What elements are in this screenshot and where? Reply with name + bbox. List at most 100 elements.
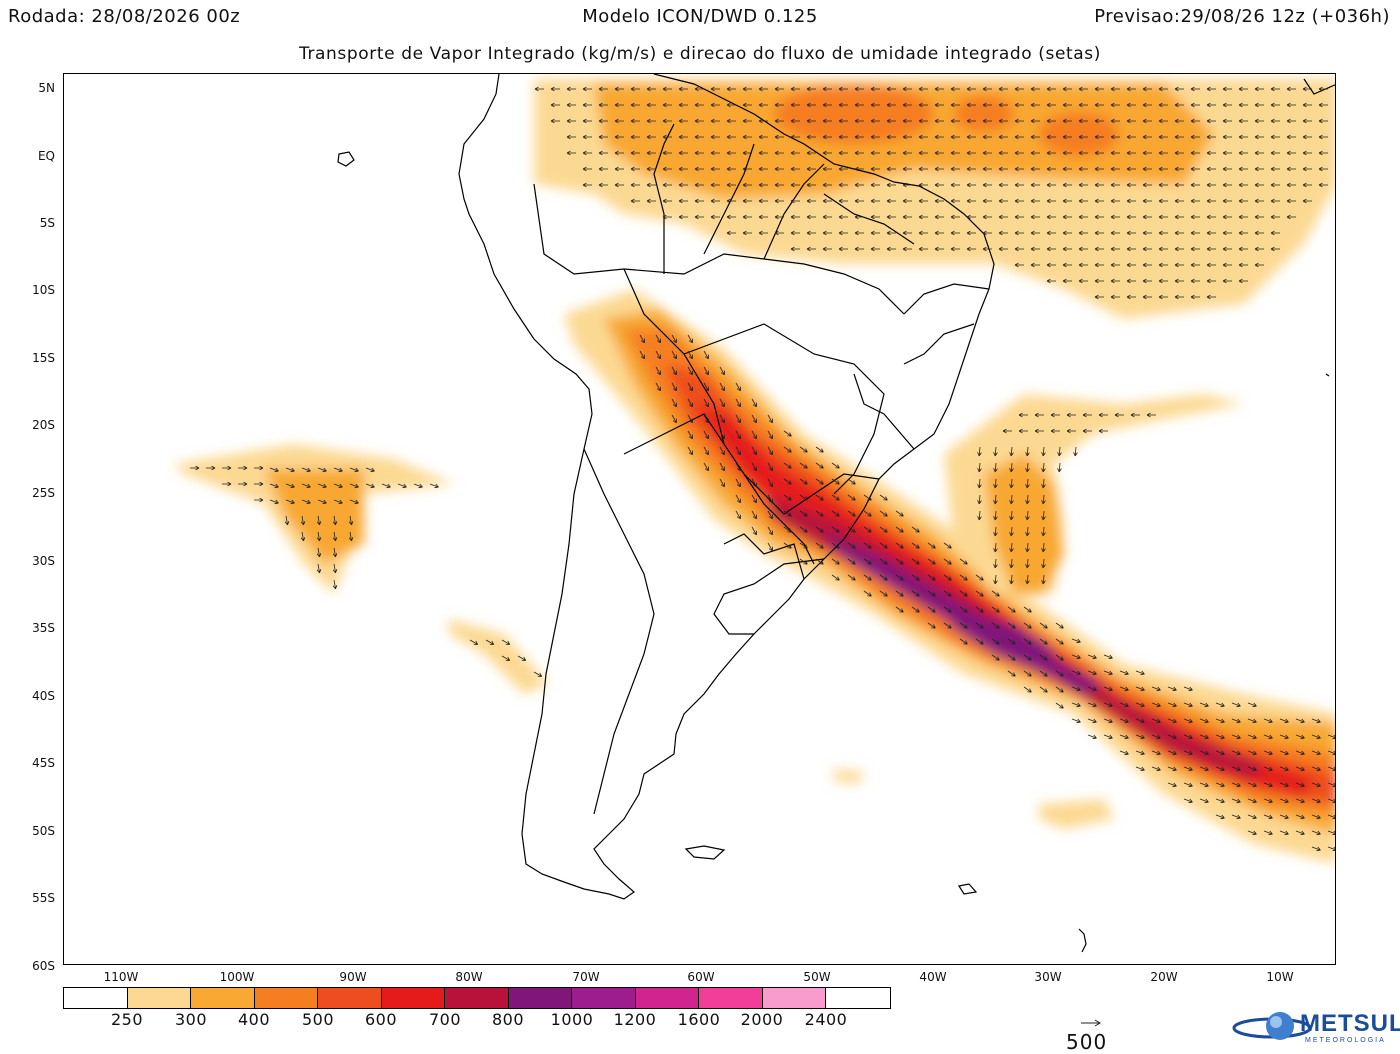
flow-arrow — [646, 86, 656, 92]
flow-arrow — [1119, 686, 1129, 692]
flow-arrow — [1094, 166, 1104, 172]
flow-arrow — [918, 214, 928, 220]
lat-label: 5S — [39, 216, 55, 230]
flow-arrow — [847, 574, 856, 581]
flow-arrow — [1046, 150, 1056, 156]
flow-arrow — [1135, 686, 1145, 692]
flow-arrow — [1046, 262, 1056, 268]
flow-arrow — [950, 182, 960, 188]
flow-arrow — [831, 558, 840, 565]
flow-arrow — [879, 574, 888, 581]
colorbar-label: 250 — [110, 1010, 144, 1029]
flow-arrow — [1190, 198, 1200, 204]
flow-arrow — [1014, 86, 1024, 92]
flow-arrow — [1023, 654, 1032, 661]
flow-arrow — [927, 590, 936, 597]
flow-arrow — [822, 198, 832, 204]
flow-arrow — [1126, 278, 1136, 284]
flow-arrow — [822, 182, 832, 188]
flow-arrow — [1158, 118, 1168, 124]
flow-arrow — [1039, 686, 1048, 693]
flow-arrow — [959, 590, 968, 597]
flow-arrow — [1087, 702, 1097, 708]
flow-arrow — [751, 494, 757, 504]
flow-arrow — [1094, 246, 1104, 252]
flow-arrow — [950, 246, 960, 252]
flow-arrow — [365, 483, 375, 489]
flow-arrow — [895, 590, 904, 597]
flow-arrow — [1174, 294, 1184, 300]
flow-arrow — [870, 214, 880, 220]
flow-arrow — [751, 398, 757, 408]
flow-arrow — [1206, 102, 1216, 108]
flow-arrow — [1247, 766, 1257, 772]
flow-arrow — [646, 134, 656, 140]
flow-arrows — [190, 86, 1335, 852]
flow-arrow — [1007, 670, 1016, 677]
flow-arrow — [1025, 542, 1030, 553]
flow-arrow — [758, 182, 768, 188]
colorbar-label: 600 — [364, 1010, 398, 1029]
flow-arrow — [1174, 182, 1184, 188]
flow-arrow — [1142, 86, 1152, 92]
flow-arrow — [316, 563, 322, 574]
flow-arrow — [854, 134, 864, 140]
flow-arrow — [1126, 198, 1136, 204]
flow-arrow — [886, 134, 896, 140]
flow-arrow — [582, 182, 592, 188]
flow-arrow — [870, 134, 880, 140]
flow-arrow — [1158, 214, 1168, 220]
flow-arrow — [1270, 230, 1280, 236]
flow-arrow — [671, 398, 677, 408]
lat-label: 15S — [32, 351, 55, 365]
flow-arrow — [735, 446, 741, 456]
flow-arrow — [1151, 750, 1161, 756]
flow-arrow — [726, 166, 736, 172]
flow-arrow — [639, 334, 645, 344]
flow-arrow — [1222, 150, 1232, 156]
flow-arrow — [854, 182, 864, 188]
flow-arrow — [1078, 86, 1088, 92]
flow-arrow — [1158, 246, 1168, 252]
flow-arrow — [902, 182, 912, 188]
flow-arrow — [301, 483, 311, 489]
model-label: Modelo ICON/DWD 0.125 — [582, 6, 818, 27]
flow-arrow — [1071, 718, 1081, 724]
flow-arrow — [1158, 86, 1168, 92]
flow-arrow — [742, 214, 752, 220]
flow-arrow — [1130, 412, 1140, 418]
flow-arrow — [1206, 166, 1216, 172]
lat-label: 10S — [32, 283, 55, 297]
flow-arrow — [1062, 166, 1072, 172]
flow-arrow — [1142, 262, 1152, 268]
flow-arrow — [1126, 182, 1136, 188]
flow-arrow — [751, 478, 757, 488]
flow-arrow — [927, 622, 936, 629]
flow-arrow — [550, 102, 560, 108]
flow-arrow — [975, 574, 984, 581]
flow-arrow — [1183, 686, 1193, 692]
flow-arrow — [1126, 214, 1136, 220]
flow-arrow — [381, 483, 391, 489]
flow-arrow — [902, 118, 912, 124]
flow-arrow — [1071, 638, 1081, 644]
flow-arrow — [1254, 86, 1264, 92]
flow-arrow — [1142, 214, 1152, 220]
flow-arrow — [1254, 134, 1264, 140]
lon-label: 90W — [339, 970, 367, 984]
flow-arrow — [1302, 198, 1312, 204]
flow-arrow — [1174, 198, 1184, 204]
flow-arrow — [1302, 182, 1312, 188]
flow-arrow — [1142, 198, 1152, 204]
flow-arrow — [1254, 166, 1264, 172]
flow-arrow — [1238, 118, 1248, 124]
flow-arrow — [993, 510, 998, 521]
flow-arrow — [1206, 214, 1216, 220]
flow-arrow — [1119, 734, 1129, 740]
flow-arrow — [1142, 150, 1152, 156]
flow-arrow — [1302, 86, 1312, 92]
flow-arrow — [774, 166, 784, 172]
flow-arrow — [911, 526, 920, 533]
flow-arrow — [1215, 734, 1225, 740]
flow-arrow — [1025, 478, 1030, 489]
